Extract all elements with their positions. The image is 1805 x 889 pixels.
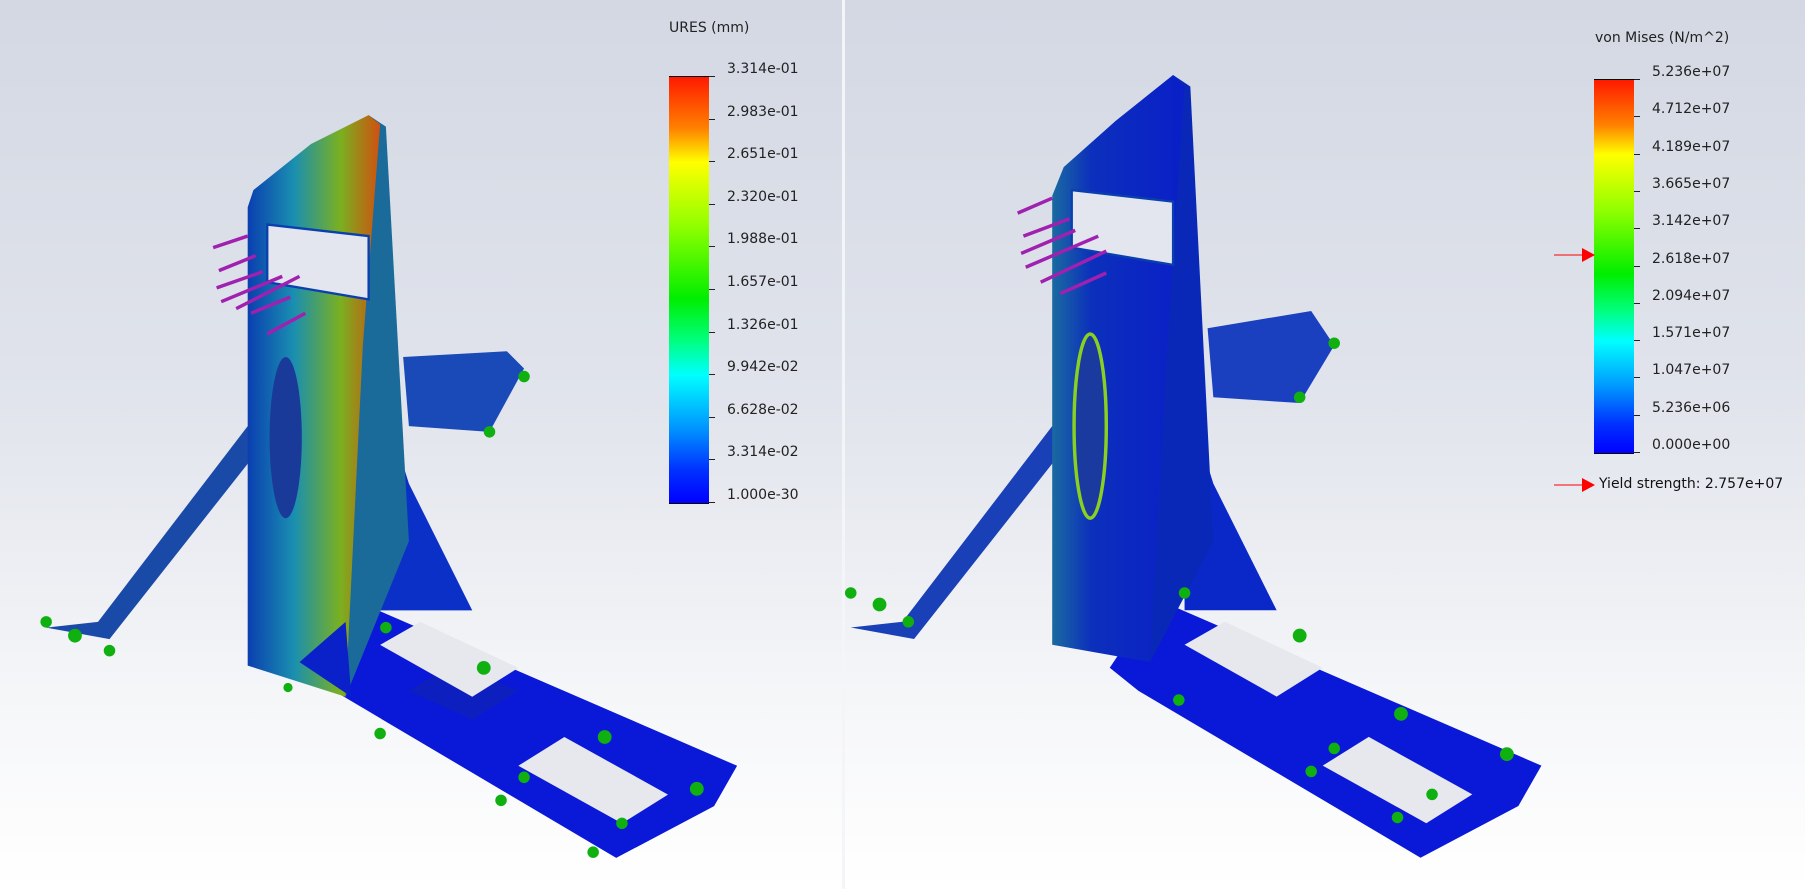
legend-tick	[709, 331, 715, 333]
legend-tick	[1634, 377, 1640, 379]
legend-value: 4.189e+07	[1652, 138, 1731, 155]
ures-color-scale	[669, 76, 709, 504]
legend-value: 2.983e-01	[727, 103, 799, 120]
legend-tick	[1634, 302, 1640, 304]
legend-tick	[709, 459, 715, 461]
panel-divider	[842, 0, 845, 889]
legend-value: 3.665e+07	[1652, 175, 1731, 192]
legend-value: 9.942e-02	[727, 359, 799, 376]
yield-legend-arrow-icon	[1554, 478, 1595, 492]
yield-marker-icon	[1554, 248, 1595, 262]
legend-value: 2.094e+07	[1652, 287, 1731, 304]
ures-model-render	[46, 115, 738, 858]
legend-value: 2.320e-01	[727, 188, 799, 205]
legend-value: 3.314e-02	[727, 444, 799, 461]
ures-load-arrows	[40, 234, 704, 858]
ures-viewport[interactable]: URES (mm) 3.314e-01 2.983e-01 2.651e-01 2.3…	[0, 0, 842, 889]
legend-tick	[1634, 190, 1640, 192]
legend-value: 1.326e-01	[727, 316, 799, 333]
legend-tick	[709, 502, 715, 503]
yield-strength-label: Yield strength: 2.757e+07	[1599, 476, 1784, 492]
von-mises-legend-title: von Mises (N/m^2)	[1595, 30, 1730, 46]
von-mises-color-scale	[1594, 79, 1634, 454]
legend-value: 5.236e+06	[1652, 399, 1731, 416]
von-mises-model-render	[845, 75, 1542, 858]
legend-tick	[709, 416, 715, 418]
legend-tick	[709, 203, 715, 205]
legend-tick	[1634, 116, 1640, 118]
ures-legend-title: URES (mm)	[669, 20, 750, 36]
legend-tick	[709, 76, 715, 77]
left-leg	[46, 426, 260, 640]
legend-tick	[1634, 265, 1640, 267]
legend-value: 1.657e-01	[727, 274, 799, 290]
legend-tick	[709, 246, 715, 248]
legend-value: 3.314e-01	[727, 61, 799, 77]
legend-tick	[709, 374, 715, 376]
legend-value: 2.618e+07	[1652, 250, 1731, 267]
legend-value: 5.236e+07	[1652, 64, 1731, 80]
legend-tick	[709, 118, 715, 120]
legend-value: 1.571e+07	[1652, 325, 1731, 342]
legend-tick	[1634, 79, 1640, 80]
legend-value: 0.000e+00	[1652, 437, 1731, 453]
legend-value: 1.047e+07	[1652, 362, 1731, 379]
legend-tick	[1634, 153, 1640, 155]
legend-value: 1.988e-01	[727, 231, 799, 248]
right-arm	[403, 351, 525, 432]
legend-value: 3.142e+07	[1652, 213, 1731, 230]
legend-tick	[1634, 414, 1640, 416]
legend-tick	[1634, 452, 1640, 453]
legend-tick	[1634, 228, 1640, 230]
rear-gusset	[380, 391, 473, 611]
legend-value: 4.712e+07	[1652, 101, 1731, 118]
legend-tick	[709, 161, 715, 163]
legend-value: 1.000e-30	[727, 487, 799, 503]
legend-value: 2.651e-01	[727, 146, 799, 163]
tower-side	[345, 115, 409, 697]
legend-value: 6.628e-02	[727, 401, 799, 418]
von-mises-viewport[interactable]: von Mises (N/m^2) 5.236e+07 4.712e+07 4.18…	[845, 0, 1805, 889]
legend-tick	[709, 289, 715, 290]
legend-tick	[1634, 340, 1640, 342]
